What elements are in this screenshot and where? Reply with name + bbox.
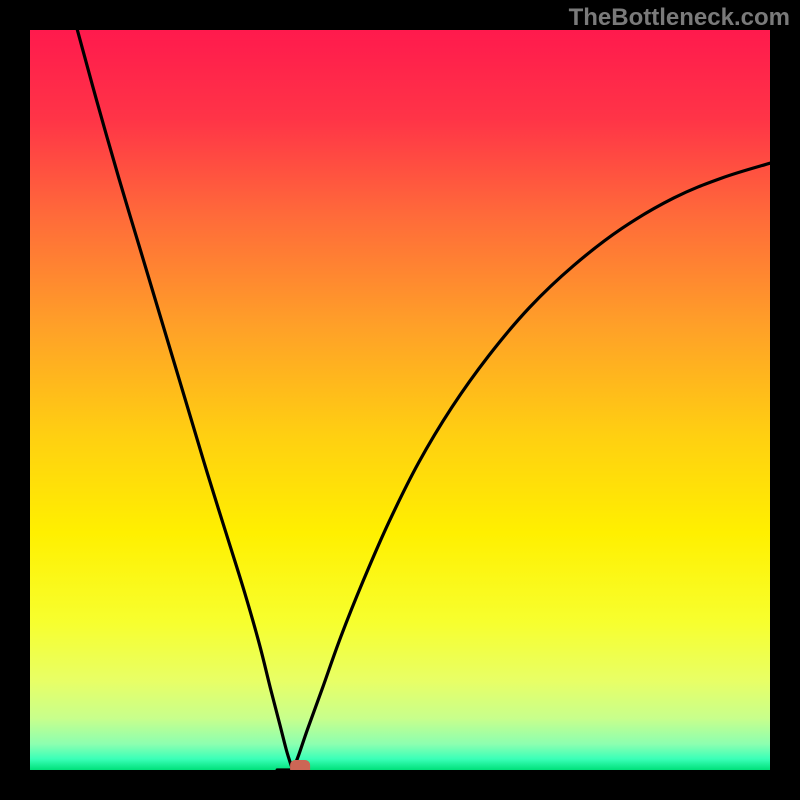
watermark-text: TheBottleneck.com <box>569 4 790 32</box>
bottleneck-curve <box>77 30 770 770</box>
chart-container: TheBottleneck.com <box>0 0 800 800</box>
minimum-marker <box>290 760 310 774</box>
curve-overlay-svg <box>0 0 800 800</box>
